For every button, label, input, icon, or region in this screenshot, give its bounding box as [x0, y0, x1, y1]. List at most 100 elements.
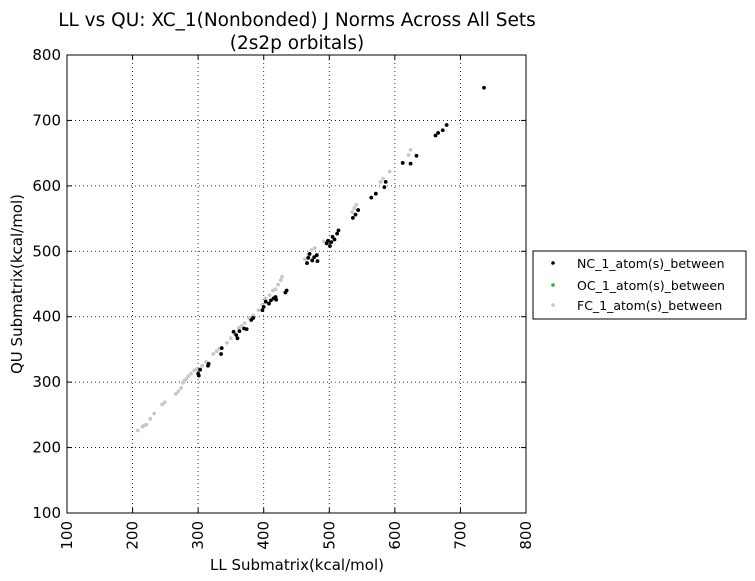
- y-tick-label: 200: [32, 439, 61, 457]
- data-point: [352, 206, 357, 211]
- legend-marker-nc: [551, 261, 555, 265]
- data-point: [144, 422, 149, 427]
- data-point: [350, 210, 355, 214]
- data-point: [276, 282, 281, 287]
- data-point: [162, 400, 167, 405]
- data-point: [444, 123, 449, 127]
- data-point: [231, 329, 236, 334]
- data-point: [356, 208, 361, 212]
- data-point: [194, 367, 199, 371]
- data-point: [330, 234, 335, 239]
- data-point: [186, 374, 191, 379]
- chart-title: LL vs QU: XC_1(Nonbonded) J Norms Across…: [58, 10, 536, 31]
- data-point: [309, 248, 314, 252]
- x-tick-label: 800: [517, 521, 535, 550]
- data-point: [269, 298, 273, 303]
- data-point: [312, 246, 317, 250]
- data-point: [440, 128, 445, 133]
- data-point: [322, 239, 326, 244]
- data-point: [214, 349, 219, 354]
- data-point: [198, 367, 203, 372]
- data-point: [350, 216, 355, 220]
- data-point: [184, 376, 189, 381]
- data-point: [312, 255, 317, 260]
- data-point: [387, 169, 392, 174]
- data-point: [219, 346, 224, 351]
- data-point: [160, 402, 164, 407]
- data-point: [237, 329, 242, 334]
- y-tick-label: 600: [32, 177, 61, 195]
- legend-label-nc: NC_1_atom(s)_between: [577, 256, 725, 271]
- data-point: [256, 308, 261, 313]
- data-point: [225, 340, 229, 345]
- x-tick-label: 100: [58, 521, 76, 550]
- data-point: [196, 373, 201, 378]
- data-point: [310, 258, 315, 263]
- x-axis-label: LL Submatrix(kcal/mol): [210, 556, 384, 574]
- data-point: [314, 253, 319, 258]
- data-point: [278, 278, 283, 282]
- data-point: [383, 180, 388, 184]
- data-point: [328, 244, 332, 248]
- y-tick-label: 700: [32, 111, 61, 129]
- x-tick-label: 300: [189, 521, 207, 550]
- data-point: [332, 237, 337, 242]
- data-point: [211, 352, 216, 356]
- y-tick-label: 300: [32, 373, 61, 391]
- data-point: [408, 147, 413, 152]
- data-point: [263, 299, 268, 304]
- data-point: [260, 308, 265, 313]
- data-point: [189, 371, 193, 376]
- data-point: [433, 133, 438, 138]
- data-point: [206, 361, 211, 366]
- data-point: [436, 130, 441, 135]
- legend-box: [532, 250, 747, 320]
- x-tick-label: 200: [124, 521, 142, 550]
- data-point: [244, 327, 249, 332]
- data-point: [274, 297, 279, 302]
- data-point: [135, 428, 140, 433]
- data-point: [267, 301, 271, 306]
- data-point: [381, 176, 385, 181]
- data-point: [148, 416, 153, 421]
- legend-label-oc: OC_1_atom(s)_between: [577, 278, 725, 293]
- data-point: [369, 195, 374, 200]
- data-point: [204, 359, 208, 364]
- data-points: [135, 85, 486, 433]
- data-point: [400, 161, 405, 165]
- legend-marker-oc: [551, 283, 555, 287]
- legend: NC_1_atom(s)_between OC_1_atom(s)_betwee…: [532, 250, 747, 320]
- plot-area-frame: [66, 54, 527, 514]
- data-point: [236, 325, 241, 330]
- y-tick-label: 100: [32, 504, 61, 522]
- data-point: [179, 386, 183, 390]
- data-point: [263, 296, 268, 301]
- data-point: [173, 392, 178, 396]
- data-point: [354, 202, 359, 207]
- data-point: [152, 411, 157, 416]
- x-tick-label: 500: [320, 521, 338, 550]
- x-tick-label: 700: [451, 521, 469, 550]
- x-tick-label: 400: [255, 521, 273, 550]
- legend-label-fc: FC_1_atom(s)_between: [577, 298, 722, 313]
- data-point: [315, 259, 320, 263]
- data-point: [280, 274, 284, 279]
- data-point: [408, 161, 413, 166]
- data-point: [353, 212, 358, 217]
- data-point: [305, 261, 309, 265]
- data-point: [251, 313, 256, 318]
- data-point: [239, 323, 244, 328]
- data-point: [307, 252, 312, 256]
- data-point: [406, 153, 411, 158]
- data-point: [219, 352, 223, 356]
- data-point: [251, 316, 256, 320]
- data-point: [326, 238, 330, 243]
- data-point: [284, 288, 289, 293]
- legend-marker-fc: [551, 303, 555, 307]
- data-point: [176, 389, 181, 394]
- chart-subtitle: (2s2p orbitals): [230, 33, 364, 54]
- y-axis-label: QU Submatrix(kcal/mol): [8, 194, 26, 374]
- data-point: [229, 336, 233, 341]
- data-point: [382, 185, 387, 190]
